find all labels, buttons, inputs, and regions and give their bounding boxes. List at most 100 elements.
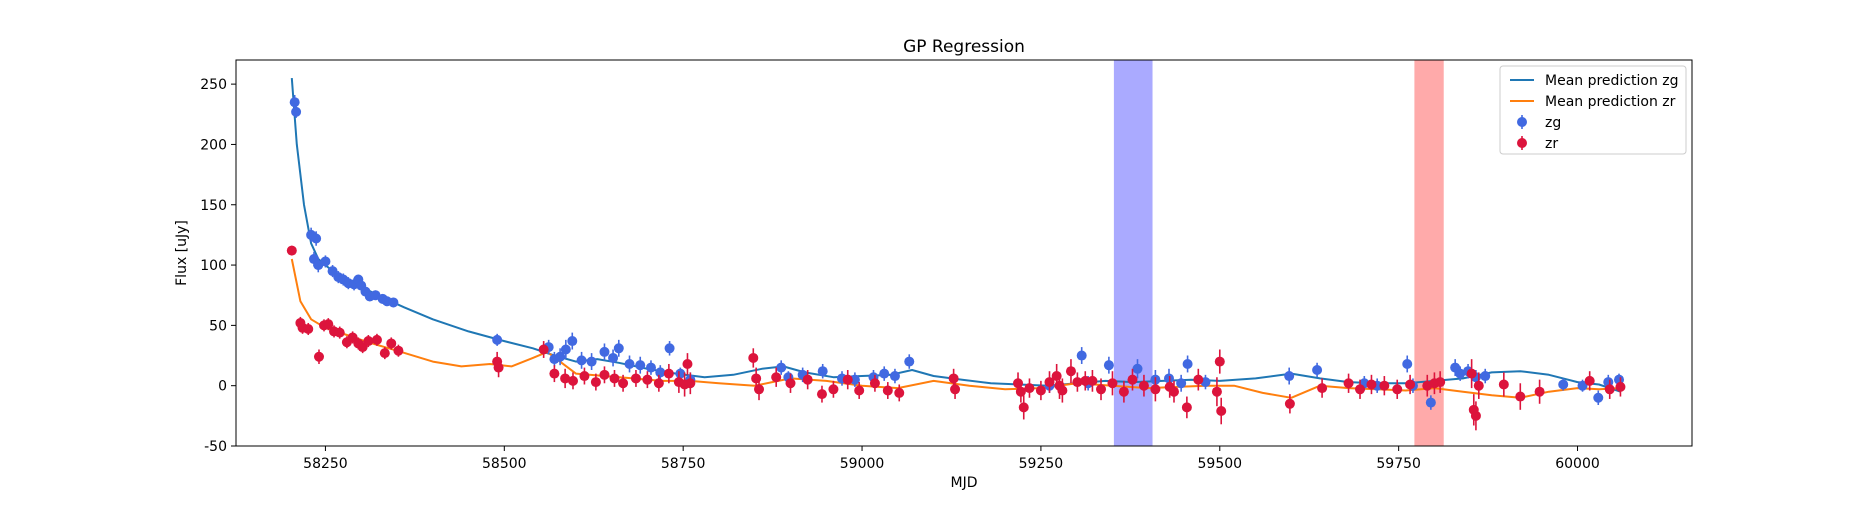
marker-zr (1181, 402, 1192, 413)
legend-entry-mean-zg: Mean prediction zg (1545, 73, 1679, 89)
marker-zr (869, 378, 880, 389)
marker-zr (1087, 375, 1098, 386)
marker-zr (1065, 366, 1076, 377)
chart-title: GP Regression (903, 37, 1025, 57)
data-point-zr (599, 366, 610, 384)
data-point-zg (849, 372, 860, 387)
data-point-zg (608, 349, 619, 367)
legend: Mean prediction zg Mean prediction zr zg… (1499, 65, 1687, 155)
marker-zg (904, 356, 915, 367)
legend-marker-dot (1517, 138, 1527, 148)
data-point-zr (1604, 379, 1615, 399)
marker-zr (894, 387, 905, 398)
marker-zr (1284, 398, 1295, 409)
x-axis-label: MJD (951, 475, 978, 491)
data-point-zr (1168, 380, 1179, 403)
marker-zg (586, 356, 597, 367)
marker-zr (323, 319, 334, 330)
marker-zr (802, 374, 813, 385)
marker-zr (579, 371, 590, 382)
marker-zr (386, 338, 397, 349)
marker-zg (576, 355, 587, 366)
data-point-zr (816, 385, 827, 403)
marker-zr (1435, 377, 1446, 388)
data-point-zg (560, 339, 571, 360)
x-tick-label: 59250 (1019, 456, 1064, 472)
marker-zr (754, 384, 765, 395)
data-point-zr (1498, 372, 1509, 397)
marker-zr (1366, 379, 1377, 390)
data-point-zr (1150, 377, 1161, 402)
data-point-zr (393, 344, 404, 357)
data-point-zr (1181, 396, 1192, 419)
marker-zr (1127, 374, 1138, 385)
marker-zr (618, 378, 629, 389)
data-point-zr (1118, 380, 1129, 403)
data-point-zg (1284, 367, 1295, 385)
marker-zg (664, 343, 675, 354)
data-point-zr (1515, 383, 1526, 410)
x-tick-label: 58750 (661, 456, 706, 472)
data-point-zr (1087, 370, 1098, 392)
marker-zr (1473, 380, 1484, 391)
y-tick-label: 200 (200, 137, 227, 153)
data-point-zr (1024, 378, 1035, 398)
marker-zr (1024, 383, 1035, 394)
marker-zg (655, 367, 666, 378)
data-point-zr (1435, 371, 1446, 393)
data-point-zr (1473, 372, 1484, 399)
y-tick-label: 100 (200, 258, 227, 274)
marker-zg (1076, 350, 1087, 361)
data-point-zr (1214, 349, 1225, 374)
data-point-zg (599, 343, 610, 361)
marker-zr (1343, 378, 1354, 389)
data-point-zg (555, 348, 566, 366)
marker-zr (828, 384, 839, 395)
marker-zr (630, 373, 641, 384)
legend-marker-dot (1517, 117, 1527, 127)
marker-zr (842, 374, 853, 385)
data-point-zr (1468, 394, 1479, 426)
data-point-zg (492, 333, 503, 346)
data-point-zg (567, 332, 578, 350)
marker-zr (682, 358, 693, 369)
data-point-zr (1065, 359, 1076, 384)
data-point-zr (1018, 395, 1029, 420)
data-point-zg (289, 94, 300, 110)
marker-zg (879, 368, 890, 379)
data-point-zr (785, 373, 796, 393)
marker-zr (393, 345, 404, 356)
x-tick-label: 58250 (303, 456, 348, 472)
marker-zr (1405, 379, 1416, 390)
marker-zr (1470, 410, 1481, 421)
data-point-zr (754, 378, 765, 401)
marker-zr (854, 385, 865, 396)
data-point-zg (586, 353, 597, 371)
data-point-zr (682, 353, 693, 375)
data-point-zr (303, 322, 314, 336)
marker-zr (1584, 375, 1595, 386)
marker-zr (1057, 385, 1068, 396)
data-point-zr (854, 382, 865, 399)
y-axis-label: Flux [uJy] (174, 220, 190, 286)
data-point-zg (624, 355, 635, 373)
data-point-zr (1057, 378, 1068, 403)
marker-zr (363, 336, 374, 347)
marker-zg (320, 256, 331, 267)
marker-zr (493, 362, 504, 373)
data-point-zr (1615, 377, 1626, 397)
data-point-zr (590, 373, 601, 391)
marker-zr (334, 327, 345, 338)
data-point-zg (291, 105, 302, 118)
marker-zg (291, 106, 302, 117)
data-point-zr (609, 370, 620, 387)
marker-zg (1593, 392, 1604, 403)
marker-zr (1018, 402, 1029, 413)
legend-entry-zg: zg (1545, 115, 1561, 131)
marker-zr (560, 373, 571, 384)
data-point-zg (645, 360, 656, 375)
marker-zr (1080, 375, 1091, 386)
marker-zg (1176, 378, 1187, 389)
data-point-zr (828, 380, 839, 398)
x-axis-ticks: 58250 58500 58750 59000 59250 59500 59750 60000 (303, 446, 1600, 472)
